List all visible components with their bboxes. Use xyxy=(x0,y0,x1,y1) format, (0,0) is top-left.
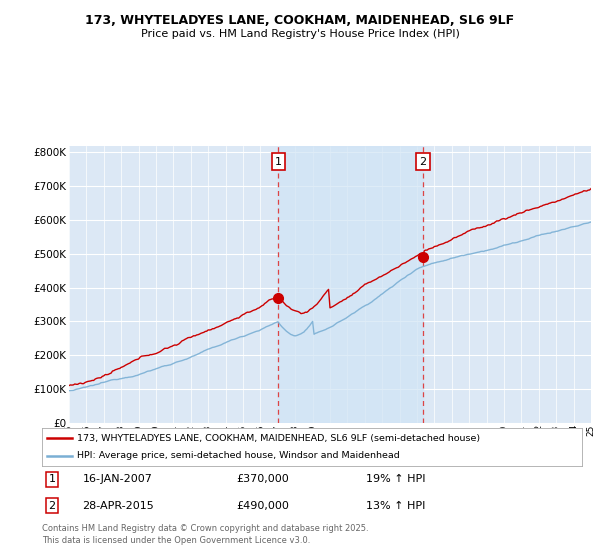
Text: £370,000: £370,000 xyxy=(236,474,289,484)
Text: 1: 1 xyxy=(49,474,55,484)
Text: 16-JAN-2007: 16-JAN-2007 xyxy=(83,474,152,484)
Text: £490,000: £490,000 xyxy=(236,501,289,511)
Text: 173, WHYTELADYES LANE, COOKHAM, MAIDENHEAD, SL6 9LF: 173, WHYTELADYES LANE, COOKHAM, MAIDENHE… xyxy=(85,14,515,27)
Text: 19% ↑ HPI: 19% ↑ HPI xyxy=(366,474,425,484)
Text: 2: 2 xyxy=(49,501,56,511)
Text: 13% ↑ HPI: 13% ↑ HPI xyxy=(366,501,425,511)
Text: 28-APR-2015: 28-APR-2015 xyxy=(83,501,154,511)
Text: Price paid vs. HM Land Registry's House Price Index (HPI): Price paid vs. HM Land Registry's House … xyxy=(140,29,460,39)
Text: 1: 1 xyxy=(275,157,282,167)
Text: This data is licensed under the Open Government Licence v3.0.: This data is licensed under the Open Gov… xyxy=(42,536,310,545)
Text: HPI: Average price, semi-detached house, Windsor and Maidenhead: HPI: Average price, semi-detached house,… xyxy=(77,451,400,460)
Text: 2: 2 xyxy=(419,157,427,167)
Bar xyxy=(278,146,423,423)
Text: 173, WHYTELADYES LANE, COOKHAM, MAIDENHEAD, SL6 9LF (semi-detached house): 173, WHYTELADYES LANE, COOKHAM, MAIDENHE… xyxy=(77,433,480,442)
Text: Contains HM Land Registry data © Crown copyright and database right 2025.: Contains HM Land Registry data © Crown c… xyxy=(42,524,368,533)
